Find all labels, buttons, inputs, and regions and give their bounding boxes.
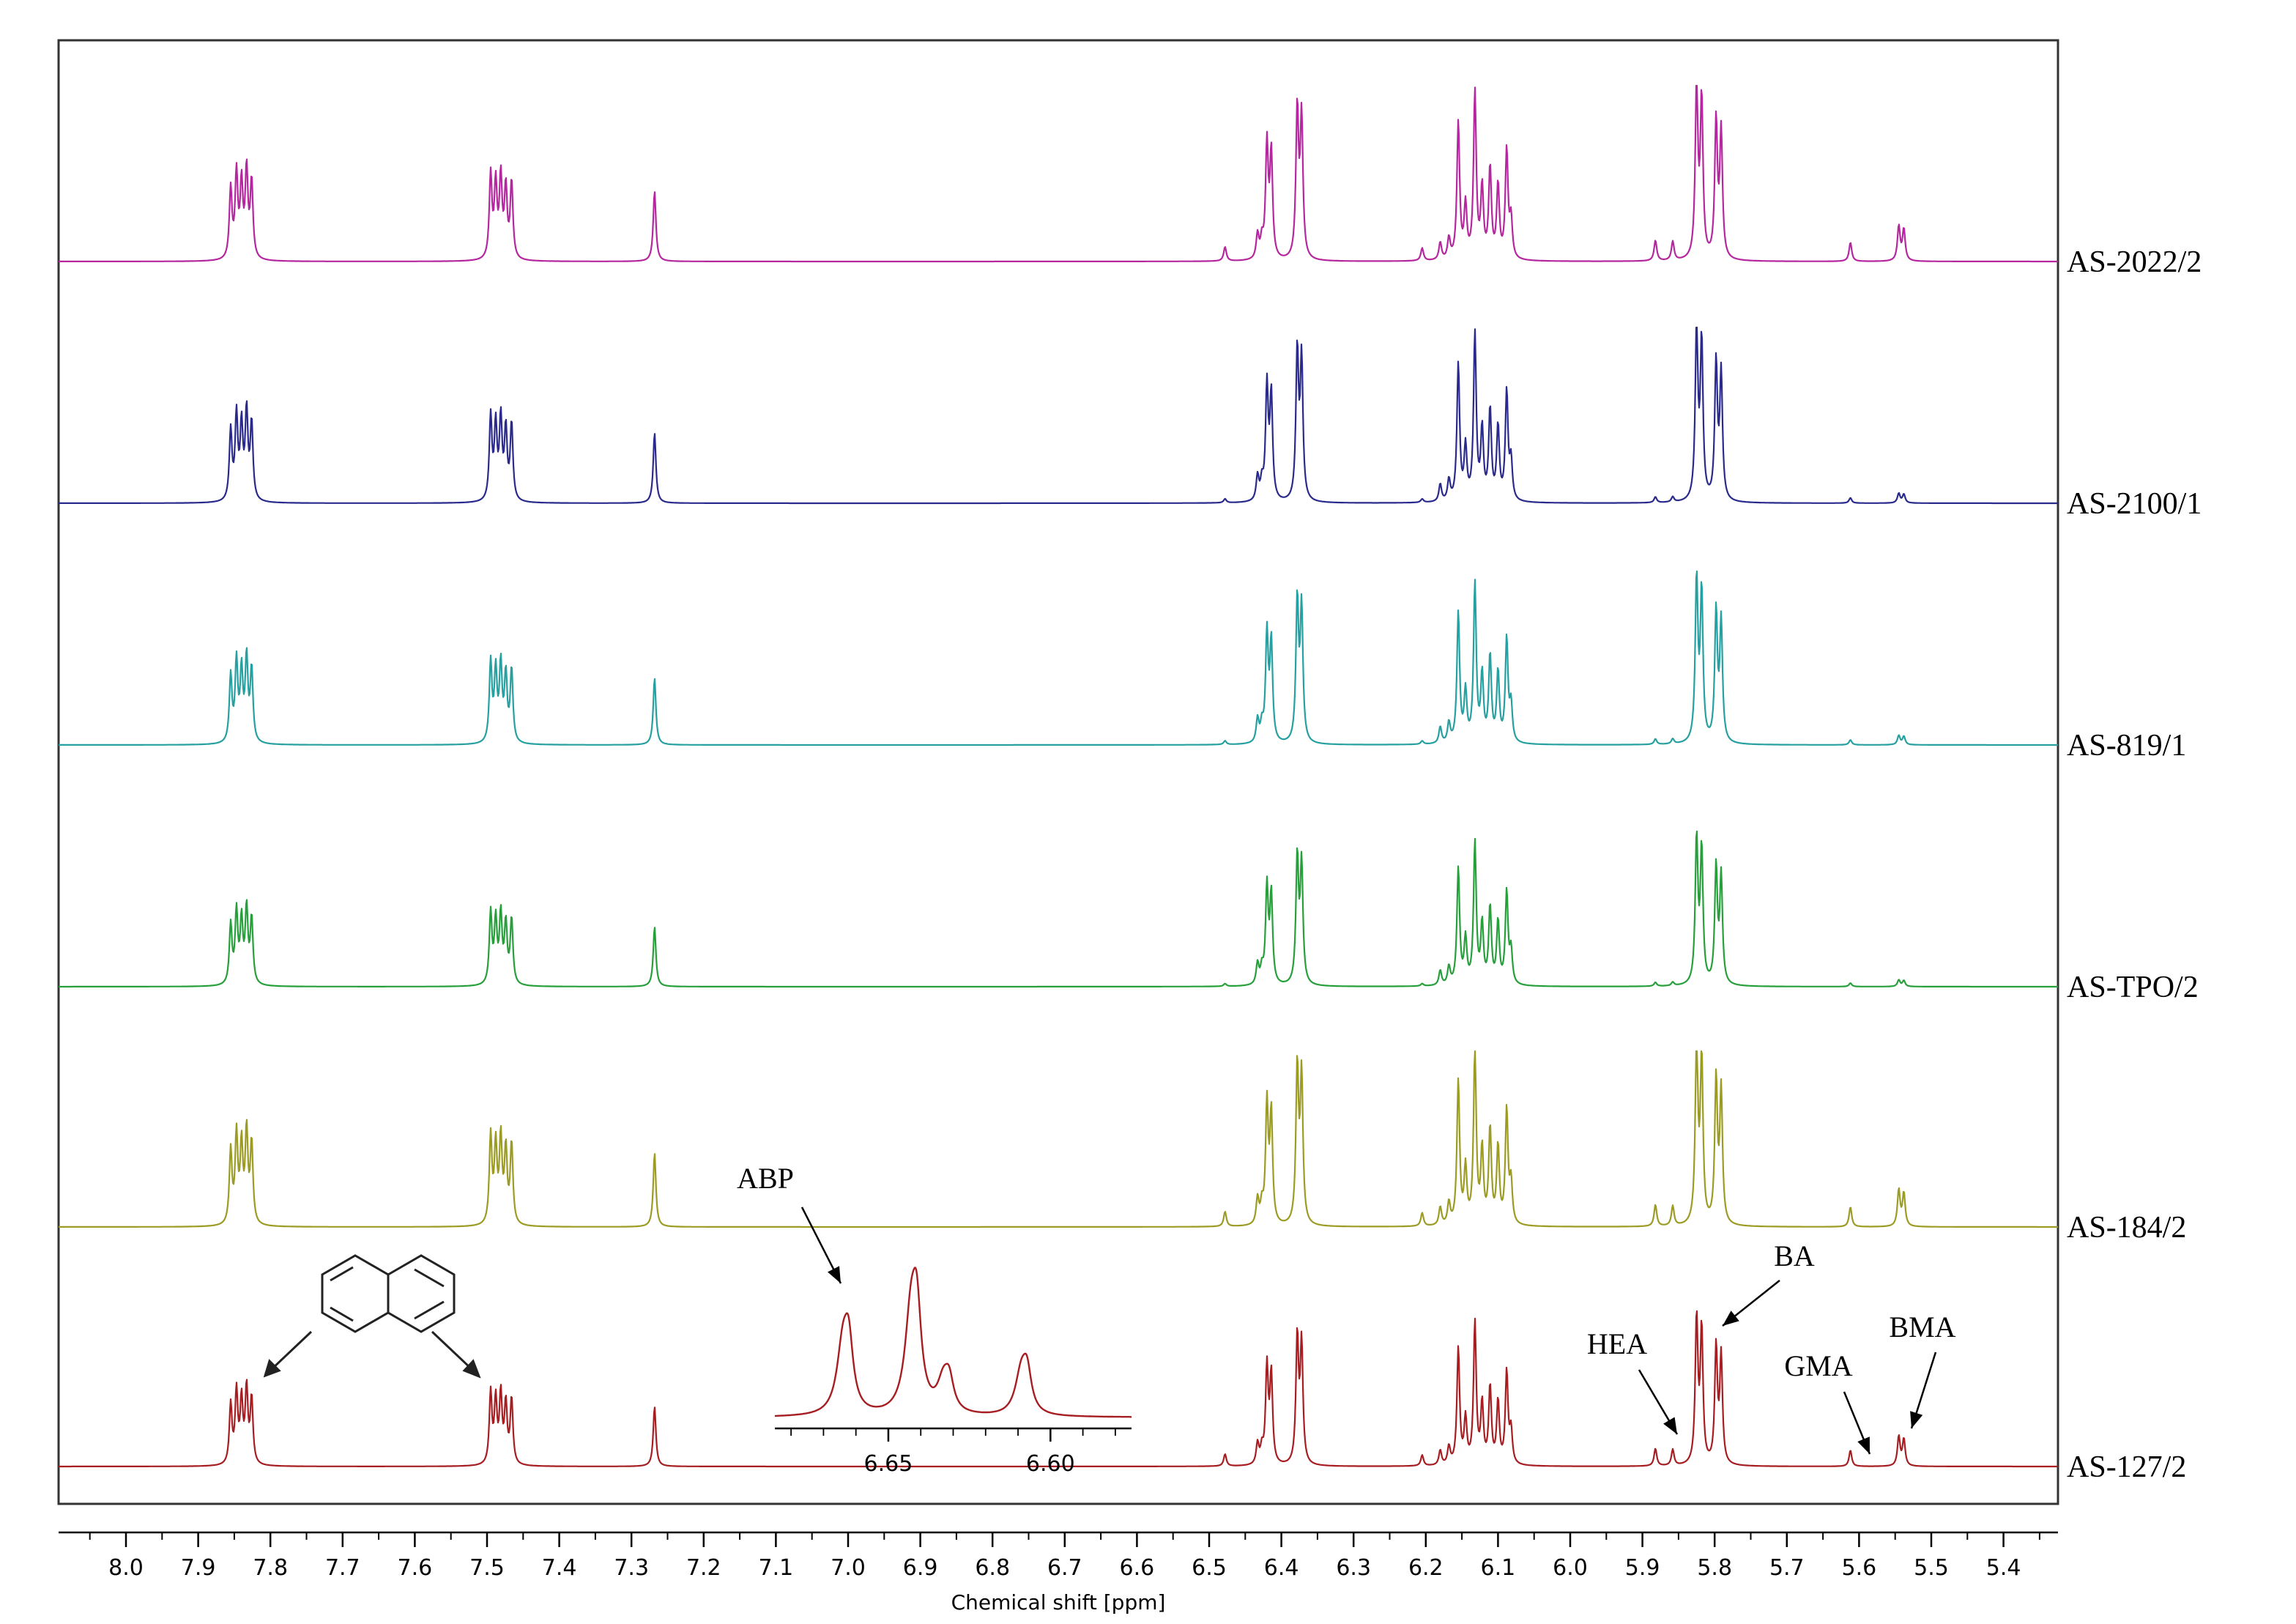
structure-arrow-right-head [462,1359,481,1379]
x-axis-title: Chemical shift [ppm] [951,1590,1166,1614]
plot-frame [57,39,2059,1505]
annotation-label-gma: GMA [1784,1349,1852,1382]
annotation-label-ba: BA [1774,1239,1815,1272]
inset-spectrum [775,1267,1132,1418]
annotation-label-hea: HEA [1587,1327,1647,1360]
x-tick-label: 5.4 [1986,1555,2021,1581]
x-tick-label: 5.5 [1914,1555,1949,1581]
x-tick-label: 7.6 [398,1555,433,1581]
x-tick-label: 6.7 [1047,1555,1082,1581]
annotation-arrowhead-gma [1857,1436,1870,1454]
annotation-label-bma: BMA [1889,1310,1955,1343]
sample-label: AS-2100/1 [2067,487,2202,521]
spectra-layer [58,84,2059,1468]
x-tick-label: 6.4 [1264,1555,1299,1581]
x-tick-label: 7.2 [686,1555,721,1581]
x-tick-label: 5.9 [1625,1555,1660,1581]
x-tick-label: 6.0 [1553,1555,1588,1581]
x-axis-ticks: 8.0 7.9 7.8 7.7 7.6 7.5 7.4 7.3 7.2 7.1 7.0 6.9 6.8 6… [89,1532,2040,1581]
x-tick-label: 5.6 [1842,1555,1877,1581]
x-tick-label: 6.8 [975,1555,1010,1581]
x-tick-label: 7.4 [542,1555,577,1581]
spectrum-as-184-2 [58,1050,2059,1228]
x-tick-label: 7.3 [614,1555,649,1581]
naphthalene-structure-icon [321,1254,456,1333]
annotation-arrowhead-bma [1910,1411,1923,1428]
x-tick-label: 6.5 [1192,1555,1227,1581]
spectrum-as-819-1 [58,570,2059,746]
sample-label: AS-2022/2 [2067,245,2202,279]
x-tick-label: 7.9 [181,1555,216,1581]
x-tick-label: 5.7 [1769,1555,1805,1581]
x-tick-label: 8.0 [108,1555,144,1581]
annotation-arrowhead-ba [1723,1310,1739,1326]
x-tick-label: 6.3 [1336,1555,1371,1581]
inset-tick-label: 6.65 [864,1451,913,1477]
spectrum-as-2022-2 [58,84,2059,263]
x-tick-label: 6.2 [1408,1555,1444,1581]
x-tick-label: 7.7 [325,1555,360,1581]
spectrum-as-127-2 [58,1310,2059,1468]
sample-label: AS-127/2 [2067,1450,2186,1484]
x-tick-label: 6.1 [1481,1555,1516,1581]
x-tick-label: 7.8 [253,1555,288,1581]
x-tick-label: 7.1 [759,1555,794,1581]
x-tick-label: 6.9 [903,1555,938,1581]
x-tick-label: 7.0 [831,1555,866,1581]
structure-arrows [263,1330,481,1379]
sample-label: AS-TPO/2 [2067,971,2199,1004]
x-tick-label: 6.6 [1120,1555,1155,1581]
annotation-arrowhead-hea [1663,1417,1677,1434]
spectrum-as-2100-1 [58,326,2059,505]
x-tick-label: 5.8 [1697,1555,1732,1581]
sample-labels: AS-2022/2 AS-2100/1 AS-819/1 AS-TPO/2 AS-184… [2067,245,2202,1484]
sample-label: AS-184/2 [2067,1211,2186,1245]
annotation-arrowhead-abp [828,1266,841,1283]
annotation-label-abp: ABP [737,1162,794,1195]
x-axis: 8.0 7.9 7.8 7.7 7.6 7.5 7.4 7.3 7.2 7.1 7.0 6.9 6.8 6… [59,1531,2058,1614]
abp-inset: 6.65 6.60 [775,1267,1132,1477]
inset-tick-label: 6.60 [1026,1451,1075,1477]
structure-arrow-left-head [263,1359,281,1378]
sample-label: AS-819/1 [2067,729,2186,763]
x-tick-label: 7.5 [469,1555,505,1581]
annotation-layer: HEA BA GMA BMA ABP [737,1162,1956,1455]
spectrum-as-tpo-2 [58,830,2059,988]
